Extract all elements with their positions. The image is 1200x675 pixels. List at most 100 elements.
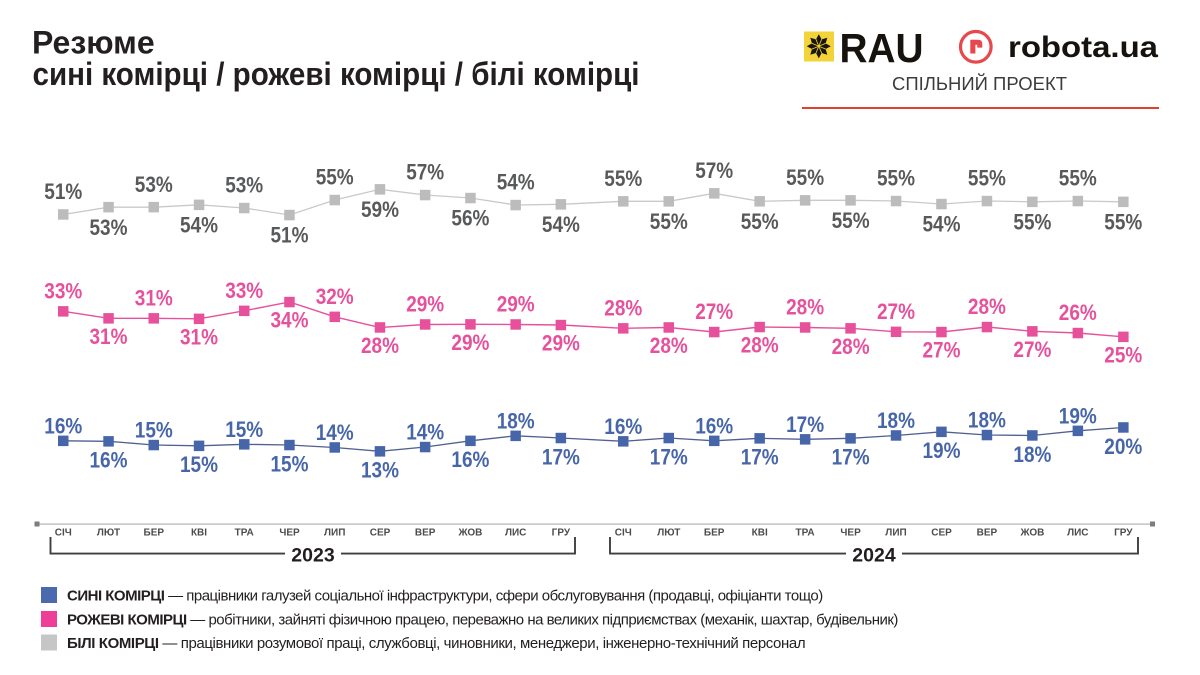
svg-text:59%: 59% <box>361 197 399 222</box>
svg-text:32%: 32% <box>316 284 354 309</box>
svg-text:БЕР: БЕР <box>704 528 725 539</box>
svg-text:ВЕР: ВЕР <box>415 528 436 539</box>
svg-text:28%: 28% <box>832 334 870 359</box>
svg-text:19%: 19% <box>923 438 961 463</box>
svg-text:28%: 28% <box>741 333 779 358</box>
svg-text:55%: 55% <box>1059 166 1097 191</box>
svg-text:14%: 14% <box>406 420 444 445</box>
svg-text:ЧЕР: ЧЕР <box>840 528 861 539</box>
svg-text:20%: 20% <box>1104 434 1142 459</box>
svg-text:34%: 34% <box>271 308 309 333</box>
svg-text:17%: 17% <box>650 444 688 469</box>
svg-text:55%: 55% <box>1013 210 1051 235</box>
svg-text:13%: 13% <box>361 458 399 483</box>
svg-text:сині комірці / рожеві комірці: сині комірці / рожеві комірці / білі ком… <box>33 56 640 92</box>
svg-text:ЖОВ: ЖОВ <box>457 528 482 539</box>
svg-text:15%: 15% <box>225 417 263 442</box>
svg-text:КВІ: КВІ <box>191 528 207 539</box>
svg-text:19%: 19% <box>1059 404 1097 429</box>
svg-text:ЛИС: ЛИС <box>1067 528 1088 539</box>
svg-text:31%: 31% <box>135 285 173 310</box>
svg-text:51%: 51% <box>44 179 82 204</box>
svg-text:18%: 18% <box>968 408 1006 433</box>
svg-text:ЖОВ: ЖОВ <box>1019 528 1044 539</box>
svg-text:31%: 31% <box>90 324 128 349</box>
svg-text:53%: 53% <box>225 173 263 198</box>
svg-text:БІЛІ КОМІРЦІ — працівники розу: БІЛІ КОМІРЦІ — працівники розумової прац… <box>67 635 805 652</box>
svg-text:54%: 54% <box>923 212 961 237</box>
svg-text:17%: 17% <box>786 412 824 437</box>
svg-text:51%: 51% <box>271 223 309 248</box>
svg-text:ГРУ: ГРУ <box>1114 528 1133 539</box>
svg-text:55%: 55% <box>1104 210 1142 235</box>
svg-text:55%: 55% <box>741 209 779 234</box>
svg-text:57%: 57% <box>406 160 444 185</box>
svg-text:17%: 17% <box>741 445 779 470</box>
svg-text:СПІЛЬНИЙ ПРОЕКТ: СПІЛЬНИЙ ПРОЕКТ <box>892 73 1067 94</box>
svg-text:31%: 31% <box>180 324 218 349</box>
svg-text:28%: 28% <box>968 294 1006 319</box>
svg-text:17%: 17% <box>542 444 580 469</box>
svg-text:2024: 2024 <box>852 545 896 567</box>
svg-text:ЛЮТ: ЛЮТ <box>97 528 120 539</box>
svg-text:ТРА: ТРА <box>235 528 254 539</box>
svg-text:СИНІ КОМІРЦІ — працівники галу: СИНІ КОМІРЦІ — працівники галузей соціал… <box>67 588 823 605</box>
svg-text:СЕР: СЕР <box>370 528 391 539</box>
svg-text:18%: 18% <box>877 408 915 433</box>
svg-text:26%: 26% <box>1059 300 1097 325</box>
svg-text:RAU: RAU <box>840 25 924 71</box>
svg-text:17%: 17% <box>832 445 870 470</box>
svg-text:54%: 54% <box>542 212 580 237</box>
svg-text:ЛИП: ЛИП <box>324 528 345 539</box>
svg-text:КВІ: КВІ <box>752 528 768 539</box>
svg-text:25%: 25% <box>1104 342 1142 367</box>
svg-text:16%: 16% <box>451 447 489 472</box>
svg-text:27%: 27% <box>1013 337 1051 362</box>
svg-text:57%: 57% <box>695 158 733 183</box>
svg-text:28%: 28% <box>361 333 399 358</box>
svg-text:55%: 55% <box>877 166 915 191</box>
svg-text:54%: 54% <box>180 213 218 238</box>
svg-text:ГРУ: ГРУ <box>552 528 571 539</box>
svg-text:55%: 55% <box>832 208 870 233</box>
svg-text:ЧЕР: ЧЕР <box>279 528 300 539</box>
svg-text:СІЧ: СІЧ <box>615 528 632 539</box>
svg-text:СЕР: СЕР <box>931 528 952 539</box>
svg-text:15%: 15% <box>135 418 173 443</box>
svg-text:28%: 28% <box>604 295 642 320</box>
svg-text:33%: 33% <box>225 278 263 303</box>
svg-text:33%: 33% <box>44 278 82 303</box>
svg-text:55%: 55% <box>650 209 688 234</box>
svg-text:robota.ua: robota.ua <box>1008 31 1158 64</box>
svg-text:53%: 53% <box>135 172 173 197</box>
svg-text:54%: 54% <box>497 170 535 195</box>
svg-text:29%: 29% <box>451 330 489 355</box>
svg-text:16%: 16% <box>90 448 128 473</box>
svg-text:29%: 29% <box>406 292 444 317</box>
svg-text:56%: 56% <box>451 206 489 231</box>
svg-text:ЛЮТ: ЛЮТ <box>657 528 680 539</box>
svg-text:ЛИС: ЛИС <box>505 528 526 539</box>
svg-text:16%: 16% <box>44 414 82 439</box>
svg-text:53%: 53% <box>90 215 128 240</box>
svg-text:РОЖЕВІ КОМІРЦІ — робітники, за: РОЖЕВІ КОМІРЦІ — робітники, зайняті фізи… <box>67 612 898 629</box>
svg-text:27%: 27% <box>695 299 733 324</box>
svg-text:28%: 28% <box>786 295 824 320</box>
svg-text:29%: 29% <box>497 292 535 317</box>
svg-text:55%: 55% <box>316 165 354 190</box>
svg-text:Резюме: Резюме <box>32 25 155 61</box>
svg-text:18%: 18% <box>1013 442 1051 467</box>
svg-text:55%: 55% <box>604 166 642 191</box>
svg-text:29%: 29% <box>542 331 580 356</box>
svg-text:18%: 18% <box>497 409 535 434</box>
svg-text:55%: 55% <box>968 166 1006 191</box>
svg-text:ЛИП: ЛИП <box>885 528 906 539</box>
svg-text:ТРА: ТРА <box>796 528 815 539</box>
svg-text:28%: 28% <box>650 333 688 358</box>
svg-text:2023: 2023 <box>291 545 335 567</box>
svg-text:БЕР: БЕР <box>144 528 165 539</box>
svg-text:16%: 16% <box>695 414 733 439</box>
svg-text:55%: 55% <box>786 165 824 190</box>
svg-text:15%: 15% <box>180 452 218 477</box>
svg-text:ВЕР: ВЕР <box>977 528 998 539</box>
